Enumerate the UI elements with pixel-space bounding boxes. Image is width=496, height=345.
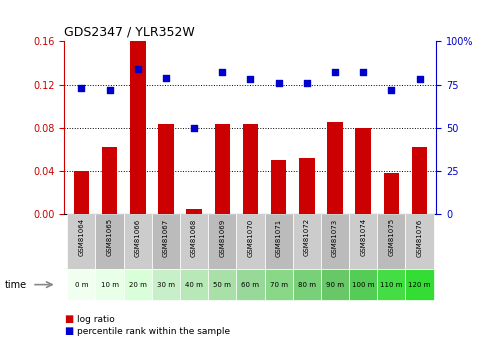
Bar: [264, 214, 293, 269]
Text: 120 m: 120 m: [408, 282, 431, 288]
Point: [303, 80, 311, 86]
Bar: [293, 269, 321, 300]
Text: GSM81071: GSM81071: [276, 218, 282, 257]
Text: ■: ■: [64, 314, 74, 324]
Text: percentile rank within the sample: percentile rank within the sample: [77, 327, 230, 336]
Text: 90 m: 90 m: [326, 282, 344, 288]
Bar: [377, 214, 406, 269]
Text: GSM81073: GSM81073: [332, 218, 338, 257]
Bar: [152, 269, 180, 300]
Text: 100 m: 100 m: [352, 282, 374, 288]
Point: [359, 70, 367, 75]
Text: GSM81069: GSM81069: [219, 218, 225, 257]
Point: [331, 70, 339, 75]
Text: 40 m: 40 m: [185, 282, 203, 288]
Text: GSM81064: GSM81064: [78, 218, 84, 256]
Bar: [321, 214, 349, 269]
Text: 70 m: 70 m: [270, 282, 288, 288]
Text: GSM81074: GSM81074: [360, 218, 366, 256]
Text: GSM81066: GSM81066: [135, 218, 141, 257]
Text: GSM81068: GSM81068: [191, 218, 197, 257]
Bar: [102, 147, 118, 214]
Bar: [299, 158, 314, 214]
Text: 110 m: 110 m: [380, 282, 403, 288]
Bar: [406, 214, 434, 269]
Bar: [293, 214, 321, 269]
Text: 80 m: 80 m: [298, 282, 316, 288]
Text: GSM81067: GSM81067: [163, 218, 169, 257]
Point: [190, 125, 198, 130]
Bar: [356, 128, 371, 214]
Text: 60 m: 60 m: [242, 282, 259, 288]
Bar: [327, 122, 343, 214]
Text: GSM81065: GSM81065: [107, 218, 113, 256]
Bar: [158, 125, 174, 214]
Bar: [237, 269, 264, 300]
Bar: [377, 269, 406, 300]
Bar: [186, 208, 202, 214]
Text: ■: ■: [64, 326, 74, 336]
Text: 10 m: 10 m: [101, 282, 119, 288]
Point: [106, 87, 114, 92]
Bar: [130, 41, 145, 214]
Bar: [264, 269, 293, 300]
Text: 50 m: 50 m: [213, 282, 231, 288]
Text: 30 m: 30 m: [157, 282, 175, 288]
Bar: [67, 269, 95, 300]
Bar: [383, 173, 399, 214]
Bar: [95, 269, 124, 300]
Bar: [215, 125, 230, 214]
Bar: [406, 269, 434, 300]
Bar: [412, 147, 428, 214]
Bar: [208, 214, 237, 269]
Bar: [237, 214, 264, 269]
Bar: [208, 269, 237, 300]
Bar: [95, 214, 124, 269]
Point: [134, 66, 142, 72]
Bar: [180, 269, 208, 300]
Bar: [349, 214, 377, 269]
Bar: [124, 214, 152, 269]
Text: GSM81072: GSM81072: [304, 218, 310, 256]
Bar: [67, 214, 95, 269]
Point: [247, 77, 254, 82]
Text: time: time: [5, 280, 27, 289]
Text: GSM81076: GSM81076: [417, 218, 423, 257]
Bar: [73, 171, 89, 214]
Bar: [152, 214, 180, 269]
Text: 20 m: 20 m: [129, 282, 147, 288]
Point: [77, 85, 85, 91]
Text: GDS2347 / YLR352W: GDS2347 / YLR352W: [64, 26, 195, 39]
Point: [218, 70, 226, 75]
Bar: [321, 269, 349, 300]
Bar: [349, 269, 377, 300]
Point: [387, 87, 395, 92]
Bar: [271, 160, 286, 214]
Bar: [243, 125, 258, 214]
Point: [416, 77, 424, 82]
Text: 0 m: 0 m: [74, 282, 88, 288]
Bar: [180, 214, 208, 269]
Bar: [124, 269, 152, 300]
Point: [162, 75, 170, 80]
Point: [275, 80, 283, 86]
Text: log ratio: log ratio: [77, 315, 115, 324]
Text: GSM81075: GSM81075: [388, 218, 394, 256]
Text: GSM81070: GSM81070: [248, 218, 253, 257]
